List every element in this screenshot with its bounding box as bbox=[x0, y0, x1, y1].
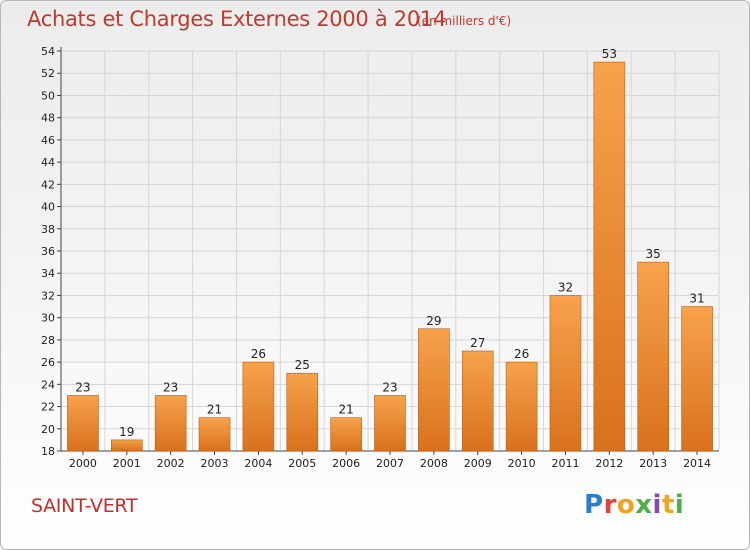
y-tick-label: 40 bbox=[41, 201, 55, 214]
bar-2001 bbox=[111, 439, 143, 452]
data-label-2011: 32 bbox=[558, 280, 573, 294]
y-tick-label: 42 bbox=[41, 178, 55, 191]
x-tick-label: 2010 bbox=[508, 457, 536, 470]
data-label-2004: 26 bbox=[251, 347, 266, 361]
y-tick-label: 18 bbox=[41, 445, 55, 458]
x-tick-label: 2013 bbox=[639, 457, 667, 470]
x-tick-label: 2005 bbox=[288, 457, 316, 470]
y-tick-label: 52 bbox=[41, 67, 55, 80]
x-tick-label: 2002 bbox=[157, 457, 185, 470]
y-tick-label: 32 bbox=[41, 289, 55, 302]
y-tick-label: 26 bbox=[41, 356, 55, 369]
data-label-2010: 26 bbox=[514, 347, 529, 361]
y-tick-label: 24 bbox=[41, 378, 55, 391]
y-tick-label: 20 bbox=[41, 423, 55, 436]
x-tick-label: 2011 bbox=[551, 457, 579, 470]
unit-label: (en milliers d'€) bbox=[417, 14, 512, 28]
x-tick-label: 2014 bbox=[683, 457, 711, 470]
x-tick-label: 2008 bbox=[420, 457, 448, 470]
y-tick-label: 36 bbox=[41, 245, 55, 258]
y-tick-label: 46 bbox=[41, 134, 55, 147]
y-tick-label: 34 bbox=[41, 267, 55, 280]
y-tick-label: 38 bbox=[41, 223, 55, 236]
x-tick-label: 2001 bbox=[113, 457, 141, 470]
data-label-2014: 31 bbox=[689, 292, 704, 306]
logo-letter: o bbox=[616, 490, 636, 520]
bar-2014 bbox=[681, 306, 713, 452]
y-tick-label: 50 bbox=[41, 89, 55, 102]
y-tick-label: 54 bbox=[41, 45, 55, 58]
data-label-2009: 27 bbox=[470, 336, 485, 350]
data-label-2008: 29 bbox=[426, 314, 441, 328]
proxiti-logo: Proxiti bbox=[584, 490, 684, 520]
x-tick-label: 2012 bbox=[595, 457, 623, 470]
logo-letter: i bbox=[652, 490, 662, 520]
data-label-2002: 23 bbox=[163, 380, 178, 394]
y-tick-label: 48 bbox=[41, 112, 55, 125]
bar-2005 bbox=[286, 372, 319, 452]
commune-name: SAINT-VERT bbox=[31, 495, 138, 517]
x-axis-ticks: 2000 2001 2002 2003 2004 2005 2006 2007 2008 2009… bbox=[69, 451, 711, 470]
data-label-2012: 53 bbox=[602, 47, 617, 61]
x-tick-label: 2004 bbox=[244, 457, 272, 470]
logo-letter: t bbox=[661, 490, 675, 520]
data-labels: 23 19 23 21 26 25 21 23 29 27 26 32 53 35 31 bbox=[75, 47, 704, 439]
bar-2007 bbox=[374, 395, 406, 452]
x-tick-label: 2003 bbox=[201, 457, 229, 470]
data-label-2001: 19 bbox=[119, 425, 134, 439]
bars bbox=[67, 61, 713, 452]
y-axis-ticks: 18 20 22 24 26 28 30 32 34 36 38 40 42 44 46 48 50 52 54 bbox=[41, 45, 61, 458]
logo-letter: x bbox=[635, 490, 653, 520]
data-label-2007: 23 bbox=[382, 380, 397, 394]
logo-letter: r bbox=[603, 490, 617, 520]
data-label-2000: 23 bbox=[75, 380, 90, 394]
bar-2011 bbox=[549, 295, 582, 452]
logo-letter: i bbox=[674, 490, 685, 520]
chart-title: Achats et Charges Externes 2000 à 2014 bbox=[27, 7, 447, 31]
x-tick-label: 2007 bbox=[376, 457, 404, 470]
data-label-2006: 21 bbox=[338, 403, 353, 417]
x-tick-label: 2006 bbox=[332, 457, 360, 470]
data-label-2005: 25 bbox=[295, 358, 310, 372]
bar-2009 bbox=[461, 350, 494, 452]
bar-2002 bbox=[154, 395, 187, 452]
data-label-2013: 35 bbox=[646, 247, 661, 261]
bar-2013 bbox=[637, 261, 670, 452]
y-tick-label: 28 bbox=[41, 334, 55, 347]
data-label-2003: 21 bbox=[207, 403, 222, 417]
bar-2000 bbox=[67, 395, 99, 452]
bar-2012 bbox=[593, 61, 626, 452]
y-tick-label: 22 bbox=[41, 401, 55, 414]
y-tick-label: 44 bbox=[41, 156, 55, 169]
x-tick-label: 2000 bbox=[69, 457, 97, 470]
logo-letter: P bbox=[584, 490, 604, 520]
bar-2004 bbox=[242, 361, 275, 452]
bar-2006 bbox=[330, 417, 362, 452]
y-tick-label: 30 bbox=[41, 312, 55, 325]
bar-2010 bbox=[505, 361, 538, 452]
bar-2003 bbox=[198, 417, 231, 452]
bar-2008 bbox=[418, 328, 450, 452]
x-tick-label: 2009 bbox=[464, 457, 492, 470]
